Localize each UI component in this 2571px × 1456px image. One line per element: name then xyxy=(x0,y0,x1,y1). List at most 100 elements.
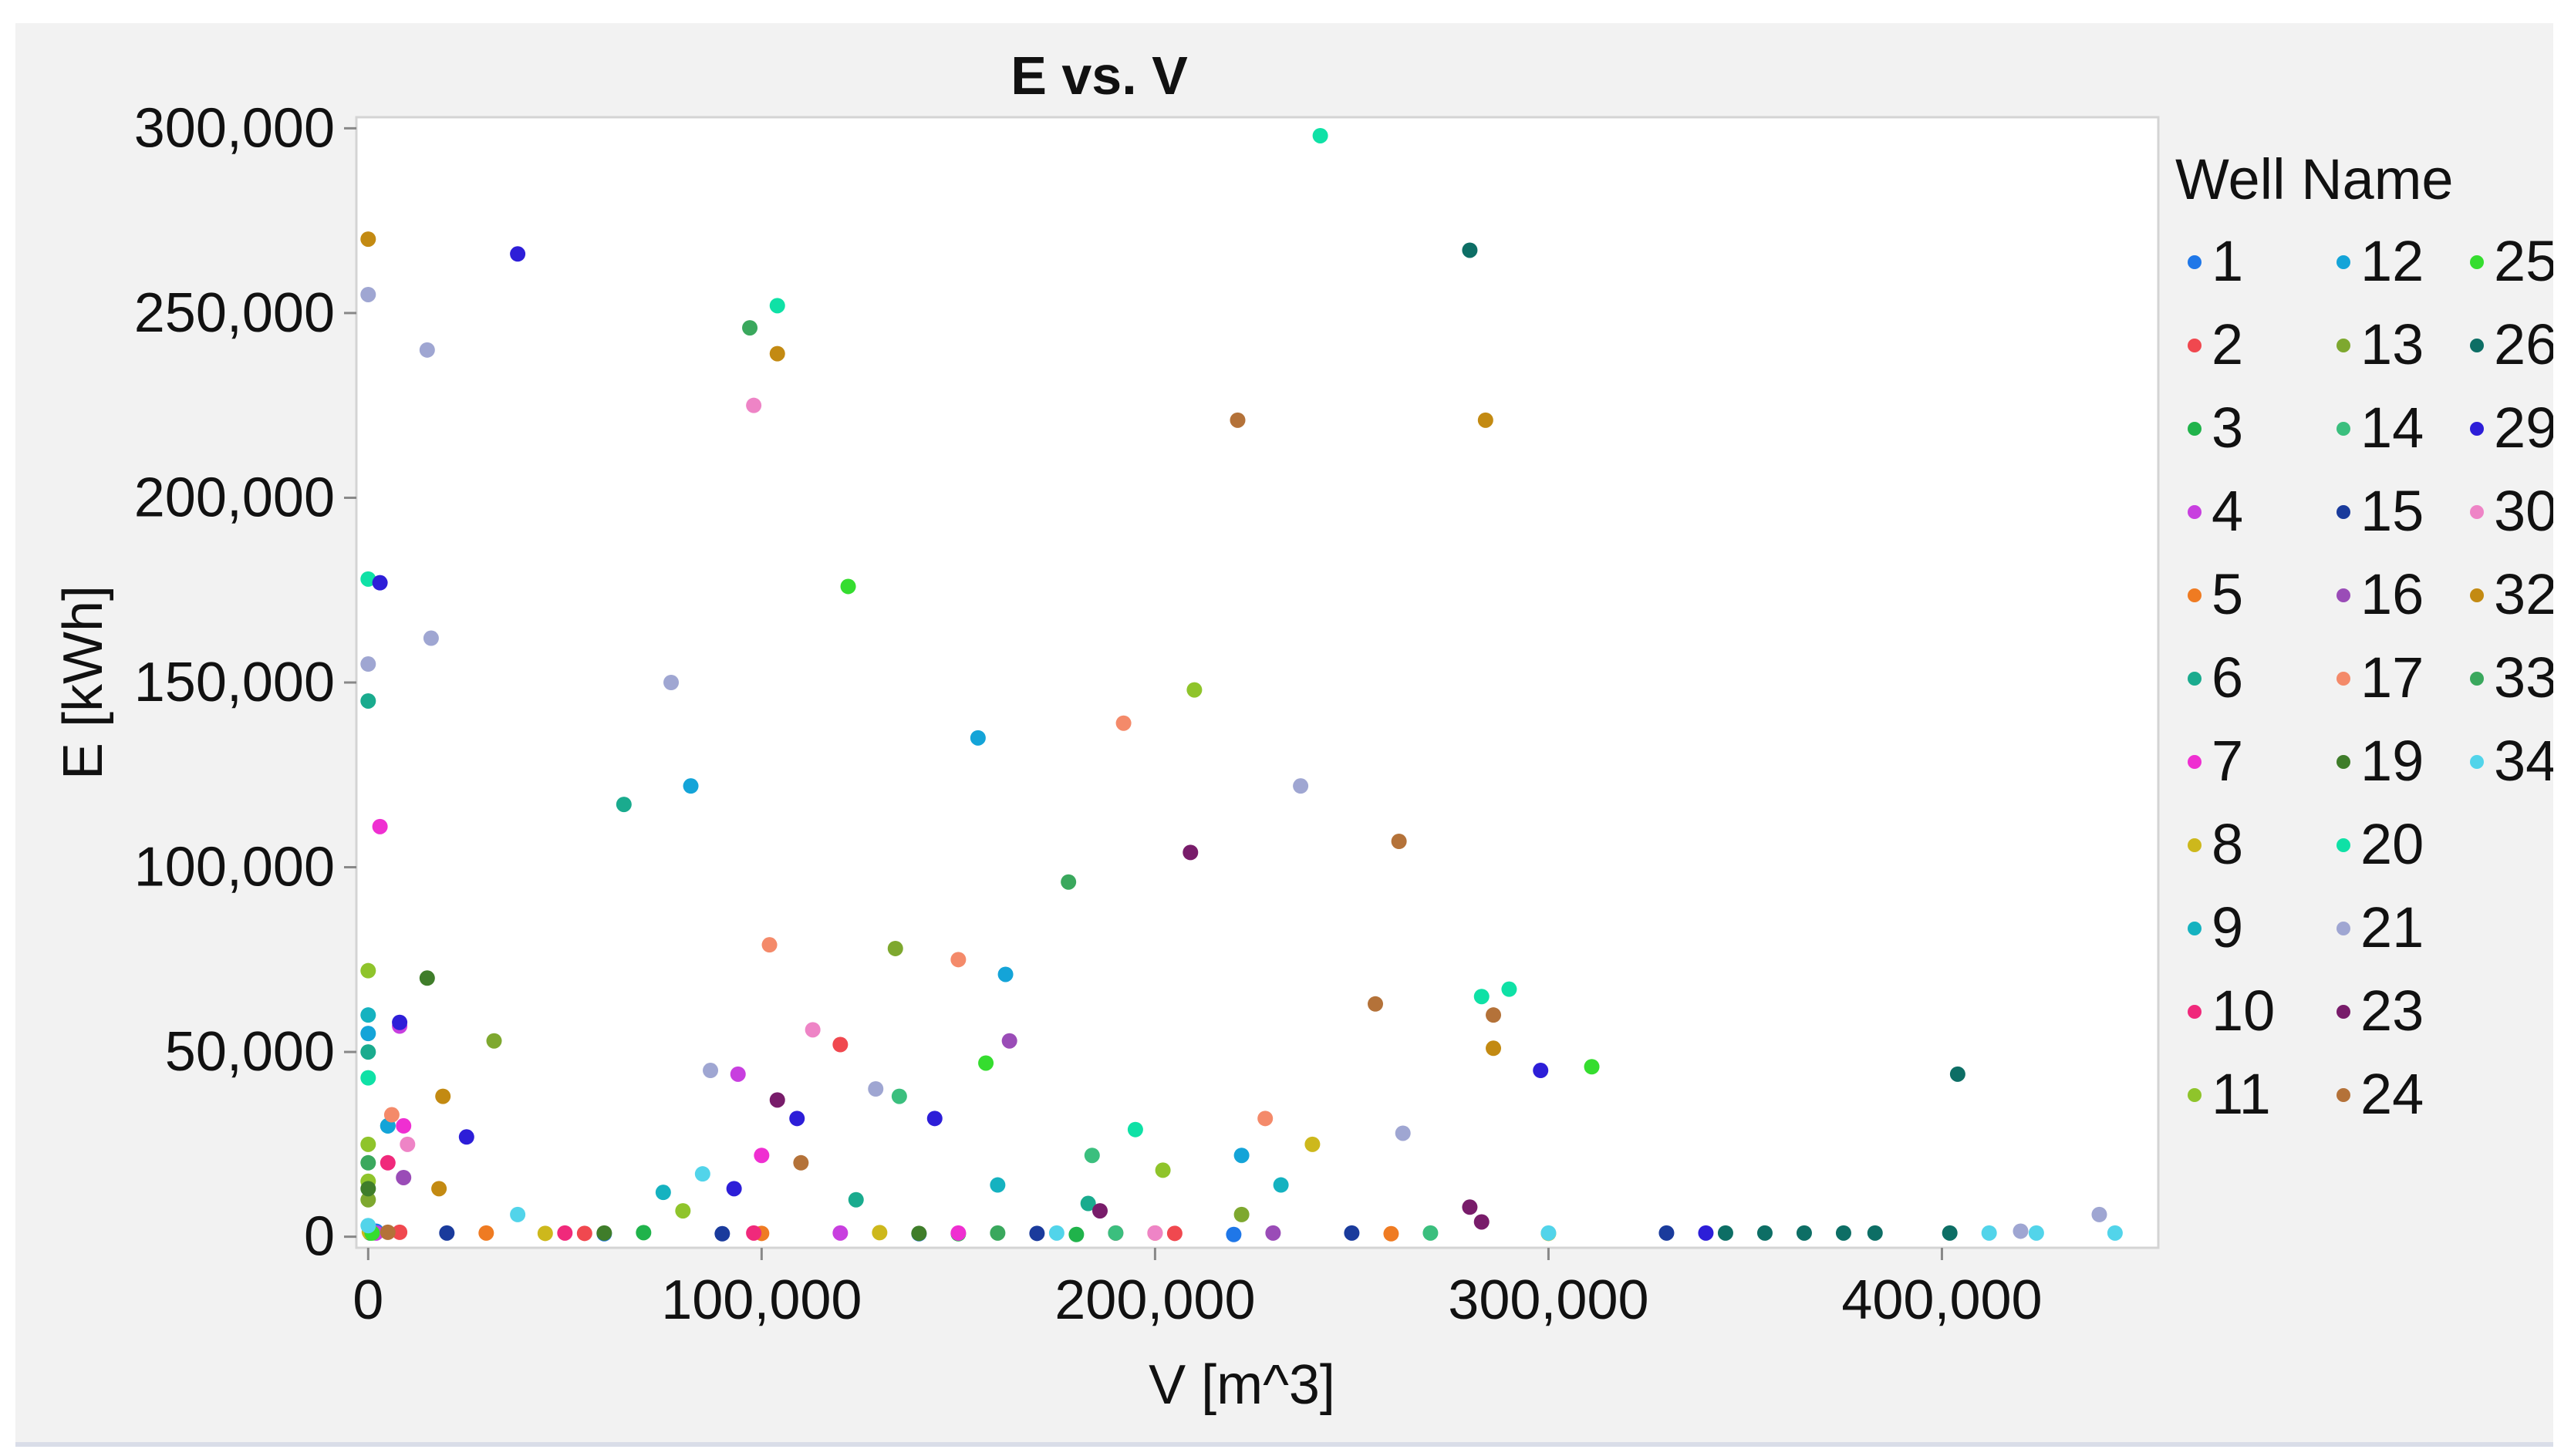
data-point-series-23 xyxy=(1183,844,1199,861)
legend-item-1[interactable]: 1 xyxy=(2188,229,2243,293)
data-point-series-12 xyxy=(360,1026,376,1042)
legend-item-32[interactable]: 32 xyxy=(2470,562,2553,626)
legend-item-20[interactable]: 20 xyxy=(2337,812,2424,876)
data-point-series-21 xyxy=(2091,1206,2107,1222)
y-tick-label: 250,000 xyxy=(134,282,335,344)
data-point-series-26 xyxy=(1756,1225,1773,1241)
data-point-series-24 xyxy=(1368,996,1384,1012)
data-point-series-6 xyxy=(360,1044,376,1060)
legend-marker xyxy=(2337,255,2350,269)
legend-item-16[interactable]: 16 xyxy=(2337,562,2424,626)
data-point-series-11 xyxy=(360,962,376,979)
legend-item-13[interactable]: 13 xyxy=(2337,312,2424,376)
data-point-series-14 xyxy=(1084,1148,1100,1164)
legend-item-15[interactable]: 15 xyxy=(2337,479,2424,543)
legend-item-25[interactable]: 25 xyxy=(2470,229,2553,293)
data-point-series-29 xyxy=(1533,1063,1549,1079)
data-point-series-14 xyxy=(891,1088,907,1104)
legend-item-23[interactable]: 23 xyxy=(2337,979,2424,1043)
legend-item-33[interactable]: 33 xyxy=(2470,645,2553,709)
legend-item-21[interactable]: 21 xyxy=(2337,895,2424,959)
legend-label: 13 xyxy=(2360,312,2424,376)
data-point-series-30 xyxy=(400,1136,416,1152)
data-point-series-6 xyxy=(616,797,632,813)
legend-marker xyxy=(2188,755,2202,769)
data-point-series-29 xyxy=(392,1014,408,1030)
data-point-series-21 xyxy=(868,1080,884,1097)
legend-item-19[interactable]: 19 xyxy=(2337,729,2424,793)
legend-marker xyxy=(2470,672,2484,686)
legend-item-11[interactable]: 11 xyxy=(2188,1062,2271,1126)
data-point-series-33 xyxy=(1061,874,1077,890)
legend-item-3[interactable]: 3 xyxy=(2188,396,2243,460)
legend-item-4[interactable]: 4 xyxy=(2188,479,2243,543)
legend-item-7[interactable]: 7 xyxy=(2188,729,2243,793)
data-point-series-20 xyxy=(769,298,785,314)
legend-item-14[interactable]: 14 xyxy=(2337,396,2424,460)
legend-marker xyxy=(2337,755,2350,769)
legend-marker xyxy=(2188,339,2202,352)
y-tick-label: 200,000 xyxy=(134,467,335,528)
chart-panel: E vs. V E [kWh] V [m^3] 0 50,000 100,000 15… xyxy=(15,23,2553,1447)
legend-item-6[interactable]: 6 xyxy=(2188,645,2243,709)
legend-item-29[interactable]: 29 xyxy=(2470,396,2553,460)
x-tick-label: 200,000 xyxy=(1054,1269,1255,1331)
data-point-series-9 xyxy=(1273,1177,1289,1193)
data-point-series-24 xyxy=(1230,412,1246,428)
data-point-series-16 xyxy=(1265,1225,1281,1241)
data-point-series-10 xyxy=(557,1225,573,1241)
data-point-series-17 xyxy=(950,952,967,968)
data-point-series-21 xyxy=(1293,778,1309,794)
legend-item-34[interactable]: 34 xyxy=(2470,729,2553,793)
data-point-series-30 xyxy=(805,1022,821,1038)
data-point-series-26 xyxy=(1462,242,1478,258)
x-tick-label: 0 xyxy=(353,1269,383,1331)
legend-label: 30 xyxy=(2494,479,2553,543)
legend-label: 26 xyxy=(2494,312,2553,376)
data-point-series-8 xyxy=(537,1225,553,1242)
data-point-series-26 xyxy=(1717,1225,1733,1241)
legend-marker xyxy=(2337,1088,2350,1102)
data-point-series-13 xyxy=(887,940,903,956)
y-axis: 0 50,000 100,000 150,000 200,000 250,000 300,0… xyxy=(134,97,356,1268)
data-point-series-34 xyxy=(2028,1225,2044,1241)
legend-item-2[interactable]: 2 xyxy=(2188,312,2243,376)
data-point-series-29 xyxy=(789,1111,805,1127)
data-point-series-4 xyxy=(832,1225,849,1241)
legend-item-24[interactable]: 24 xyxy=(2337,1062,2424,1126)
data-point-series-29 xyxy=(726,1181,742,1197)
legend-item-26[interactable]: 26 xyxy=(2470,312,2553,376)
data-point-series-5 xyxy=(1383,1225,1399,1242)
data-point-series-11 xyxy=(1186,682,1203,698)
data-point-series-19 xyxy=(419,970,435,986)
legend-item-12[interactable]: 12 xyxy=(2337,229,2424,293)
data-point-series-16 xyxy=(396,1169,412,1185)
data-point-series-24 xyxy=(380,1224,396,1240)
data-point-series-32 xyxy=(431,1181,447,1197)
legend-marker xyxy=(2337,505,2350,519)
data-point-series-12 xyxy=(683,778,699,794)
legend-label: 7 xyxy=(2212,729,2243,793)
legend-marker xyxy=(2337,422,2350,436)
data-point-series-2 xyxy=(392,1224,408,1240)
data-point-series-21 xyxy=(419,342,435,358)
legend-marker xyxy=(2188,1005,2202,1019)
legend-marker xyxy=(2337,838,2350,852)
legend-item-9[interactable]: 9 xyxy=(2188,895,2243,959)
legend-item-17[interactable]: 17 xyxy=(2337,645,2424,709)
data-point-series-16 xyxy=(1001,1033,1017,1049)
data-point-series-9 xyxy=(655,1185,671,1201)
data-point-series-34 xyxy=(360,1218,376,1234)
data-point-series-32 xyxy=(1477,412,1493,428)
legend-marker xyxy=(2337,922,2350,935)
legend-label: 15 xyxy=(2360,479,2424,543)
legend-item-30[interactable]: 30 xyxy=(2470,479,2553,543)
legend-item-10[interactable]: 10 xyxy=(2188,979,2275,1043)
legend-item-5[interactable]: 5 xyxy=(2188,562,2243,626)
data-point-series-17 xyxy=(761,937,778,953)
data-point-series-14 xyxy=(1422,1225,1439,1241)
data-point-series-17 xyxy=(1115,715,1132,731)
legend-marker xyxy=(2470,755,2484,769)
legend-item-8[interactable]: 8 xyxy=(2188,812,2243,876)
legend-label: 24 xyxy=(2360,1062,2424,1126)
